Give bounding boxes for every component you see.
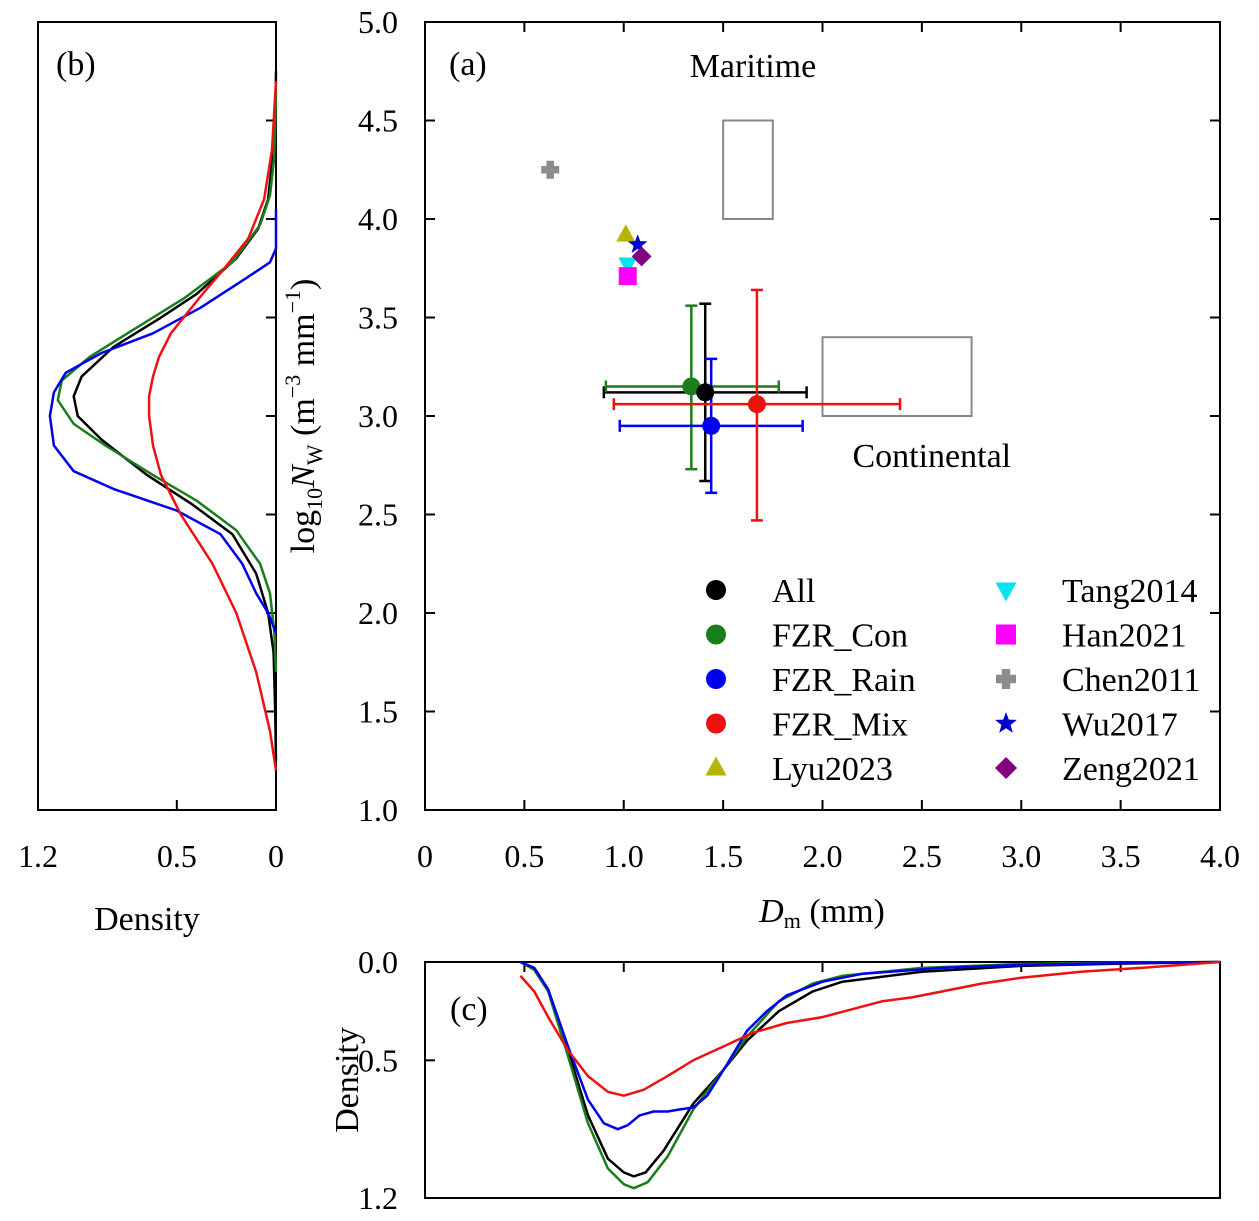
panel-c-label: (c) (450, 991, 488, 1028)
c-line-fzr_con (519, 960, 1221, 1190)
legend-marker (706, 713, 726, 734)
legend-marker (706, 624, 726, 645)
region-maritime (722, 119, 774, 220)
panel-c-y-label: Density (329, 1027, 366, 1133)
legend-label: Zeng2021 (1062, 751, 1200, 788)
y-tick-label: 3.5 (358, 300, 398, 336)
legend-marker (706, 669, 726, 689)
panel-c-density: 0.0 0.5 1.2 (c) Density (329, 944, 1221, 1216)
point-han2021 (618, 267, 637, 286)
point-zeng2021 (631, 246, 652, 267)
legend-item-tang2014: Tang2014 (995, 573, 1198, 610)
panel-a-points (541, 160, 766, 435)
legend-marker (706, 580, 726, 600)
legend-label: Chen2011 (1062, 662, 1201, 699)
legend-item-fzr_con: FZR_Con (706, 618, 908, 655)
panel-b-density: 1.2 0.5 0 (b) Density (18, 21, 284, 938)
x-tick-label: 1.5 (703, 838, 743, 874)
c-line-all (519, 960, 1221, 1178)
legend-marker (996, 624, 1016, 645)
b-line-all (72, 71, 278, 761)
panel-b-lines (48, 71, 278, 771)
legend-marker (705, 756, 727, 776)
legend-label: FZR_Rain (772, 662, 916, 699)
c-y-tick-label: 1.2 (358, 1180, 398, 1216)
legend-label: FZR_Con (772, 618, 908, 655)
y-tick-label: 4.5 (358, 103, 398, 139)
c-line-fzr_mix (519, 960, 1221, 1097)
y-tick-label: 3.0 (358, 398, 398, 434)
legend: All FZR_Con FZR_Rain FZR_Mix Lyu2023 Tang2014… (705, 573, 1201, 788)
x-tick-label: 2.5 (902, 838, 942, 874)
b-x-tick-label: 0.5 (157, 838, 197, 874)
panel-c-lines (519, 960, 1221, 1190)
b-line-fzr_rain (48, 209, 278, 634)
y-tick-label: 4.0 (358, 201, 398, 237)
legend-item-fzr_rain: FZR_Rain (706, 662, 916, 699)
point-fzr_rain (702, 416, 721, 435)
x-tick-label: 0 (417, 838, 433, 874)
y-tick-label: 2.5 (358, 497, 398, 533)
point-all (696, 383, 715, 402)
y-axis-label: log10NW (m−3 mm−1) (280, 279, 327, 554)
panel-a-regions (722, 119, 973, 418)
legend-marker (996, 669, 1016, 689)
annotation-maritime: Maritime (690, 48, 817, 85)
panel-b-label: (b) (56, 46, 96, 83)
point-chen2011 (541, 160, 560, 179)
panel-b-ticks: 1.2 0.5 0 (18, 21, 284, 874)
x-tick-label: 3.5 (1101, 838, 1141, 874)
x-tick-label: 2.0 (803, 838, 843, 874)
panel-a-ticks: 0 0.5 1.0 1.5 2.0 2.5 3.0 3.5 4.0 1.0 1.5 2.0 2.5 3.0… (358, 4, 1240, 874)
panel-c-ticks: 0.0 0.5 1.2 (358, 944, 1221, 1216)
c-line-fzr_rain (519, 960, 1221, 1131)
panel-a-scatter: 0 0.5 1.0 1.5 2.0 2.5 3.0 3.5 4.0 1.0 1.5 2.0 2.5 3.0… (280, 4, 1240, 933)
y-tick-label: 1.0 (358, 792, 398, 828)
legend-marker (995, 757, 1017, 779)
legend-item-fzr_mix: FZR_Mix (706, 707, 908, 744)
point-wu2017 (627, 234, 648, 253)
c-y-tick-label: 0.0 (358, 944, 398, 980)
legend-item-wu2017: Wu2017 (995, 707, 1178, 744)
panel-c-frame (424, 961, 1221, 1199)
legend-item-chen2011: Chen2011 (996, 662, 1201, 699)
legend-label: Tang2014 (1062, 573, 1198, 610)
panel-b-frame (37, 21, 277, 811)
x-tick-label: 4.0 (1200, 838, 1240, 874)
legend-label: All (772, 573, 815, 610)
point-fzr_mix (747, 395, 766, 414)
legend-item-lyu2023: Lyu2023 (705, 751, 893, 788)
legend-item-han2021: Han2021 (996, 618, 1187, 655)
panel-b-x-label: Density (94, 901, 200, 938)
legend-label: FZR_Mix (772, 707, 908, 744)
x-tick-label: 1.0 (604, 838, 644, 874)
y-tick-label: 5.0 (358, 4, 398, 40)
point-lyu2023 (616, 224, 636, 242)
panel-a-label: (a) (449, 46, 487, 83)
b-x-tick-label: 1.2 (18, 838, 58, 874)
x-tick-label: 0.5 (504, 838, 544, 874)
legend-marker (995, 582, 1017, 602)
point-tang2014 (618, 257, 638, 275)
x-axis-label: Dm (mm) (758, 893, 885, 933)
x-tick-label: 3.0 (1001, 838, 1041, 874)
region-continental (821, 336, 973, 418)
legend-marker (995, 712, 1017, 733)
annotation-continental: Continental (852, 438, 1011, 475)
point-fzr_con (682, 377, 701, 396)
legend-item-all: All (706, 573, 815, 610)
panel-a-annotations: Maritime Continental (690, 48, 1011, 475)
y-tick-label: 2.0 (358, 595, 398, 631)
legend-label: Lyu2023 (772, 751, 893, 788)
b-x-tick-label: 0 (268, 838, 284, 874)
b-line-fzr_con (56, 90, 278, 673)
legend-label: Wu2017 (1062, 707, 1178, 744)
c-y-tick-label: 0.5 (358, 1042, 398, 1078)
b-line-fzr_mix (147, 81, 278, 771)
legend-item-zeng2021: Zeng2021 (995, 751, 1200, 788)
legend-label: Han2021 (1062, 618, 1187, 655)
y-tick-label: 1.5 (358, 694, 398, 730)
